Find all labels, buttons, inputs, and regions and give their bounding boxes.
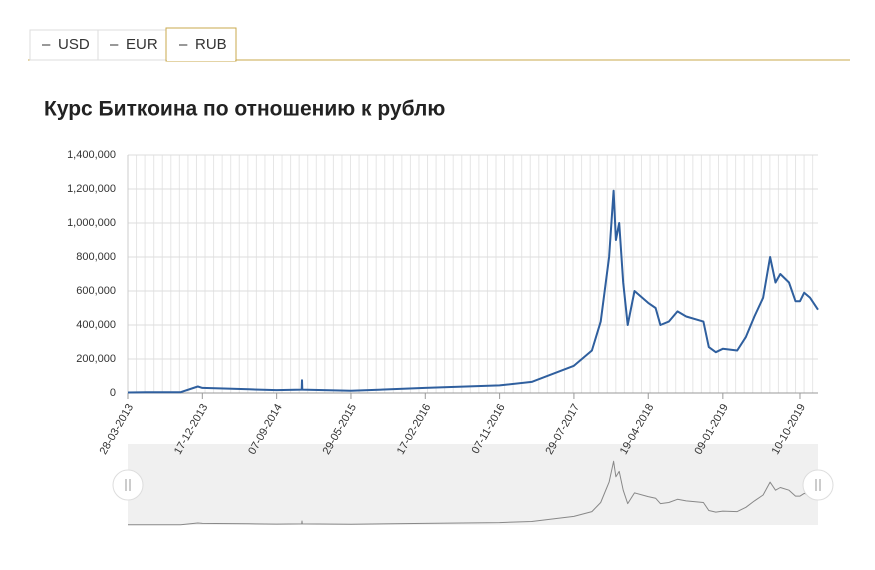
navigator-line — [128, 460, 819, 526]
navigator-handle[interactable] — [802, 469, 834, 501]
tab-eur[interactable] — [97, 29, 167, 61]
series-line — [127, 189, 819, 394]
y-tick-label: 1,000,000 — [67, 217, 116, 229]
y-tick-label: 1,200,000 — [67, 183, 116, 195]
y-tick-label: 400,000 — [76, 319, 116, 331]
tab-label[interactable]: USD — [58, 36, 90, 53]
y-tick-label: 800,000 — [76, 251, 116, 263]
navigator-handle[interactable] — [112, 469, 144, 501]
y-tick-label: 600,000 — [76, 285, 116, 297]
y-tick-label: 200,000 — [76, 353, 116, 365]
tab-icon: – — [179, 36, 188, 53]
tab-label[interactable]: EUR — [126, 36, 158, 53]
y-tick-label: 1,400,000 — [67, 149, 116, 161]
tab-icon: – — [110, 36, 119, 53]
tab-icon: – — [42, 36, 51, 53]
navigator[interactable] — [128, 444, 818, 525]
chart-title: Курс Биткоина по отношению к рублю — [44, 98, 445, 121]
tab-label[interactable]: RUB — [195, 36, 227, 53]
y-tick-label: 0 — [110, 387, 116, 399]
